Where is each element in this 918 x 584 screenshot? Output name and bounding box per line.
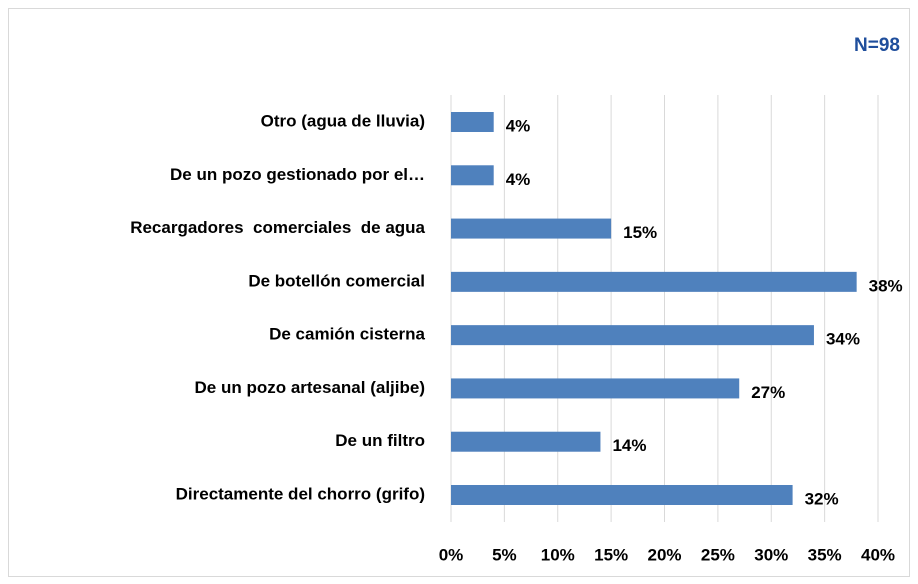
bar	[451, 378, 740, 399]
annotation: N=98	[854, 35, 900, 56]
x-tick-label: 25%	[701, 545, 735, 564]
bar	[451, 112, 494, 132]
y-tick-label: De botellón comercial	[248, 271, 425, 290]
data-label: 32%	[805, 489, 839, 508]
data-label: 15%	[623, 223, 657, 242]
x-tick-label: 5%	[492, 545, 517, 564]
data-label: 34%	[826, 330, 860, 349]
y-tick-label: Otro (agua de lluvia)	[261, 111, 425, 130]
y-tick-label: De un pozo gestionado por el…	[170, 165, 425, 184]
data-label: 14%	[612, 436, 646, 455]
chart-border	[8, 8, 910, 577]
x-tick-label: 35%	[808, 545, 842, 564]
x-tick-label: 15%	[594, 545, 628, 564]
bar	[451, 485, 793, 505]
bar	[451, 165, 494, 186]
bar	[451, 218, 612, 239]
x-tick-label: 10%	[541, 545, 575, 564]
y-tick-label: De un pozo artesanal (aljibe)	[195, 378, 426, 397]
data-label: 4%	[506, 170, 531, 189]
bar	[451, 431, 601, 452]
x-tick-label: 30%	[754, 545, 788, 564]
y-tick-label: De un filtro	[335, 431, 425, 450]
bar	[451, 325, 814, 346]
y-tick-label: De camión cisterna	[269, 325, 425, 344]
x-tick-label: 40%	[861, 545, 895, 564]
data-label: 27%	[751, 383, 785, 402]
data-label: 4%	[506, 116, 531, 135]
x-tick-label: 20%	[647, 545, 681, 564]
y-tick-label: Recargadores comerciales de agua	[130, 218, 425, 237]
data-label: 38%	[869, 276, 903, 295]
x-tick-label: 0%	[439, 545, 464, 564]
y-tick-label: Directamente del chorro (grifo)	[176, 484, 425, 503]
bar	[451, 271, 857, 292]
